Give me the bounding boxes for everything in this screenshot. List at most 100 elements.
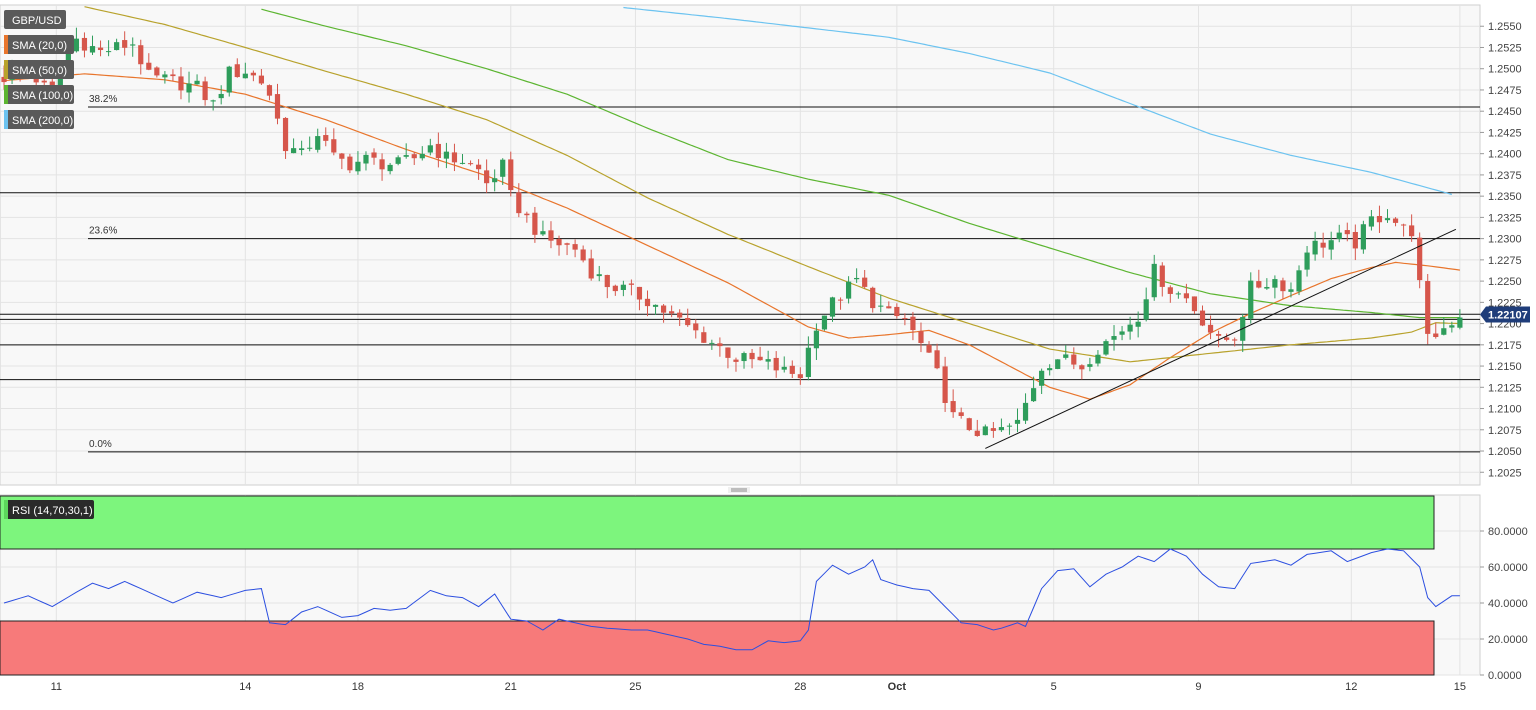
candle-bearish [1400,224,1407,226]
candle-bullish [226,66,232,93]
candle-bullish [1030,388,1037,402]
candle-bearish [837,299,844,301]
candle-bullish [89,46,96,53]
candle-bearish [894,306,900,317]
candle-bullish [500,159,506,177]
candle-bearish [789,365,795,374]
indicator-badge[interactable]: SMA (50,0) [4,60,74,79]
candle-bearish [717,343,723,347]
candle-bullish [299,148,305,151]
candle-bearish [146,62,152,70]
sma-line [84,6,1460,363]
pane-resize-handle[interactable] [728,487,750,493]
candle-bearish [926,344,932,353]
candle-bearish [693,323,699,331]
candle-bearish [757,356,763,361]
candle-bearish [274,94,281,119]
price-tick-label: 1.2425 [1488,127,1522,139]
candle-bullish [1103,341,1109,355]
candle-bullish [1288,289,1294,292]
candle-bearish [612,285,618,292]
candle-bullish [387,164,393,172]
candle-bearish [258,75,265,84]
candle-bullish [821,315,828,330]
candle-bearish [725,347,731,358]
price-tick-label: 1.2325 [1488,212,1522,224]
candle-bearish [958,412,964,416]
candle-bearish [1344,230,1350,235]
candle-bullish [395,157,401,164]
indicator-badge[interactable]: SMA (100,0) [4,85,74,104]
indicator-badge[interactable]: SMA (20,0) [4,35,74,54]
price-tick-label: 1.2550 [1488,21,1522,33]
rsi-badge[interactable]: RSI (14,70,30,1) [4,500,94,519]
candle-bullish [73,38,80,52]
indicator-badge-bg [4,60,74,79]
candle-bearish [1224,337,1230,340]
candle-bullish [781,366,787,370]
candle-bearish [451,152,458,163]
time-tick-label: 11 [51,681,62,693]
candle-bearish [508,159,514,191]
indicator-color-swatch [4,110,8,129]
indicator-label: SMA (200,0) [12,115,73,127]
candle-bearish [974,430,980,437]
time-tick-label: 25 [629,681,641,693]
candle-bullish [1127,324,1133,332]
fib-level-label: 38.2% [89,94,117,105]
candle-bullish [805,347,811,378]
candle-bullish [242,73,248,79]
candle-bearish [170,74,176,77]
candle-bearish [282,117,289,152]
candle-bearish [331,139,337,153]
candle-bearish [1376,215,1383,223]
candle-bullish [459,162,466,164]
candle-bearish [411,154,417,159]
candle-bearish [685,317,691,326]
candle-bullish [1151,263,1157,298]
candle-bearish [870,287,876,309]
candle-bearish [580,249,586,261]
candle-bearish [1079,365,1085,370]
candle-bearish [1425,281,1431,334]
candle-bearish [1280,280,1286,292]
indicator-badge[interactable]: SMA (200,0) [4,110,74,129]
time-tick-label: 15 [1454,681,1466,693]
candle-bearish [797,374,803,379]
price-plot-background [0,4,1481,486]
time-tick-label: 28 [794,681,806,693]
candle-bearish [564,243,570,245]
rsi-oversold-zone [0,620,1435,676]
symbol-badge[interactable]: GBP/USD [4,10,66,29]
candle-bullish [1087,364,1093,367]
price-tick-label: 1.2125 [1488,382,1522,394]
time-tick-label: 9 [1195,681,1201,693]
indicator-badge-bg [4,85,74,104]
price-tick-label: 1.2375 [1488,170,1522,182]
sma-line [261,8,1460,319]
candle-bullish [1095,354,1101,364]
candle-bullish [998,427,1005,431]
candle-bearish [250,72,256,76]
price-tick-label: 1.2100 [1488,404,1522,416]
candle-bearish [1207,324,1214,333]
price-tick-label: 1.2025 [1488,467,1522,479]
candle-bearish [1215,334,1222,336]
candle-bullish [620,284,626,290]
candle-bullish [1264,286,1270,289]
candle-bullish [363,154,369,164]
indicator-color-swatch [4,60,8,79]
candle-bullish [1006,425,1013,427]
candle-bullish [1039,370,1045,386]
candle-bullish [878,305,884,307]
candle-bearish [966,418,972,431]
time-tick-label: 12 [1345,681,1357,693]
candle-bearish [234,64,240,78]
candle-bearish [371,152,377,158]
candle-bearish [1167,287,1173,294]
candle-bearish [379,159,385,170]
candle-bearish [669,311,675,314]
candle-bearish [677,312,683,318]
candle-bullish [290,148,297,154]
